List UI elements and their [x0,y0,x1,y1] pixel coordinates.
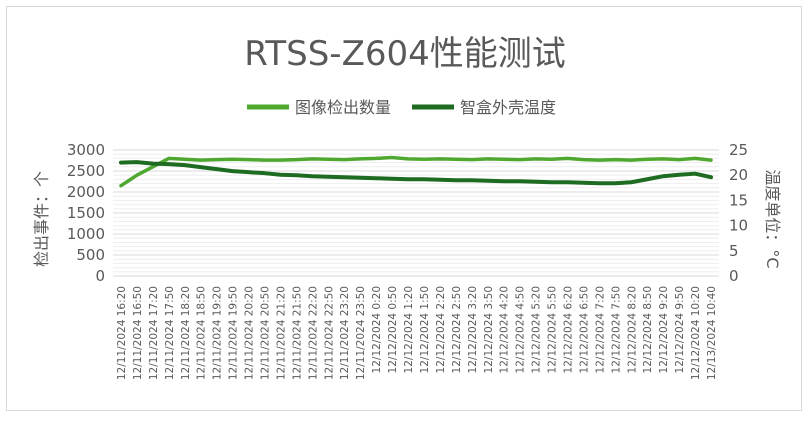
x-tick-label: 12/12/2024 10:20 [690,286,702,380]
line-chart: RTSS-Z604性能测试 图像检出数量 智盒外壳温度 050010001500… [32,34,782,380]
x-tick-label: 12/12/2024 9:20 [658,286,670,373]
y-tick-label: 3000 [67,141,105,159]
x-tick-label: 12/12/2024 4:50 [515,286,527,373]
x-tick-label: 12/12/2024 9:50 [674,286,686,373]
x-axis-ticks: 12/11/2024 16:20 12/11/2024 16:50 12/11/20… [116,286,718,380]
legend-label-detections: 图像检出数量 [295,98,391,117]
chart-frame: RTSS-Z604性能测试 图像检出数量 智盒外壳温度 0 500 1000 1500… [6,6,802,411]
y2-tick-label: 25 [729,141,748,159]
y2-tick-label: 10 [729,217,748,235]
y-axis-left-ticks: 0 500 1000 1500 2000 2500 3000 [67,141,105,285]
x-tick-label: 12/11/2024 20:20 [244,286,256,380]
x-tick-label: 12/11/2024 16:20 [116,286,128,380]
x-tick-label: 12/12/2024 5:20 [531,286,543,373]
x-tick-label: 12/11/2024 16:50 [132,286,144,380]
chart-title: RTSS-Z604性能测试 [244,34,566,74]
x-tick-label: 12/11/2024 22:20 [307,286,319,380]
x-tick-label: 12/12/2024 0:50 [387,286,399,373]
y-tick-label: 1500 [67,204,105,222]
series-line-detections [119,155,713,188]
x-tick-label: 12/12/2024 5:50 [547,286,559,373]
y-tick-label: 0 [95,267,105,285]
x-tick-label: 12/12/2024 7:50 [610,286,622,373]
x-tick-label: 12/11/2024 22:50 [323,286,335,380]
y-tick-label: 2000 [67,183,105,201]
x-tick-label: 12/12/2024 2:20 [435,286,447,373]
y-axis-right-ticks: 0 5 10 15 20 25 [729,141,748,285]
x-tick-label: 12/12/2024 8:50 [642,286,654,373]
x-tick-label: 12/11/2024 18:20 [180,286,192,380]
y-tick-label: 1000 [67,225,105,243]
legend: 图像检出数量 智盒外壳温度 [247,98,556,117]
x-tick-label: 12/12/2024 6:20 [563,286,575,373]
x-tick-label: 12/12/2024 3:50 [483,286,495,373]
y-axis-right-label: 温度单位：°C [763,169,782,268]
x-tick-label: 12/12/2024 1:20 [403,286,415,373]
legend-item-temperature: 智盒外壳温度 [412,98,556,117]
series-line-temperature [118,160,714,186]
x-tick-label: 12/11/2024 17:20 [148,286,160,380]
legend-item-detections: 图像检出数量 [247,98,391,117]
x-tick-label: 12/11/2024 23:20 [339,286,351,380]
y2-tick-label: 0 [729,267,739,285]
x-tick-label: 12/11/2024 17:50 [164,286,176,380]
x-tick-label: 12/11/2024 18:50 [196,286,208,380]
y2-tick-label: 5 [729,242,739,260]
legend-label-temperature: 智盒外壳温度 [460,98,556,117]
y2-tick-label: 15 [729,191,748,209]
x-tick-label: 12/11/2024 21:20 [275,286,287,380]
y-tick-label: 2500 [67,162,105,180]
x-tick-label: 12/11/2024 20:50 [260,286,272,380]
y-axis-left-label: 检出事件：个 [32,171,51,267]
x-tick-label: 12/12/2024 4:20 [499,286,511,373]
y-tick-label: 500 [76,246,105,264]
x-tick-label: 12/11/2024 19:50 [228,286,240,380]
x-tick-label: 12/11/2024 21:50 [291,286,303,380]
x-tick-label: 12/12/2024 3:20 [467,286,479,373]
x-tick-label: 12/12/2024 7:20 [594,286,606,373]
x-tick-label: 12/12/2024 6:50 [578,286,590,373]
x-tick-label: 12/12/2024 0:20 [371,286,383,373]
x-tick-label: 12/11/2024 19:20 [212,286,224,380]
x-tick-label: 12/12/2024 8:20 [626,286,638,373]
x-tick-label: 12/13/2024 10:40 [706,286,718,380]
x-tick-label: 12/11/2024 23:50 [355,286,367,380]
x-tick-label: 12/12/2024 2:50 [451,286,463,373]
x-tick-label: 12/12/2024 1:50 [419,286,431,373]
series-group [118,155,714,188]
y2-tick-label: 20 [729,166,748,184]
gridlines [113,149,719,277]
